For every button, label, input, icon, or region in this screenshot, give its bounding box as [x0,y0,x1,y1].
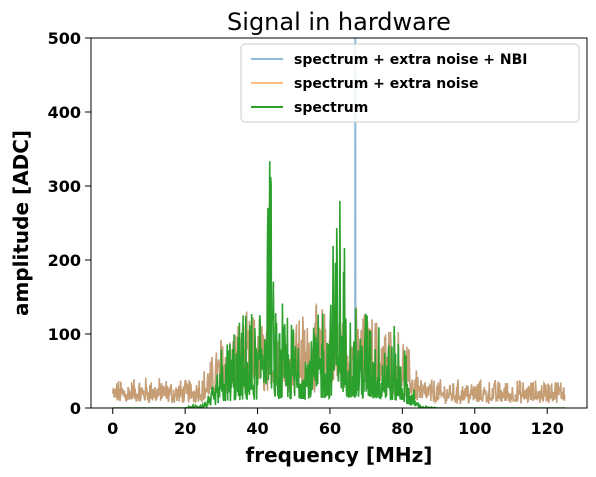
y-axis-title: amplitude [ADC] [9,130,33,316]
y-tick-label: 200 [48,251,81,270]
y-tick-label: 400 [48,103,81,122]
axes-frame [90,37,588,409]
x-tick-label: 120 [530,419,563,438]
axes: 0 20 40 60 80 100 120 0 100 200 300 400 500 [48,29,588,438]
legend: spectrum + extra noise + NBI spectrum + e… [240,43,580,123]
y-tick-label: 0 [70,399,81,418]
x-tick-label: 100 [458,419,491,438]
y-tick-label: 300 [48,177,81,196]
legend-label: spectrum + extra noise [294,76,478,92]
x-tick-label: 60 [319,419,341,438]
legend-label: spectrum [294,100,368,116]
y-tick-label: 500 [48,29,81,48]
x-tick-label: 40 [246,419,268,438]
x-tick-label: 20 [174,419,196,438]
chart-title: Signal in hardware [227,8,451,36]
x-tick-label: 80 [391,419,413,438]
legend-label: spectrum + extra noise + NBI [294,52,528,68]
x-axis-title: frequency [MHz] [246,443,433,467]
x-tick-label: 0 [107,419,118,438]
legend-box [240,43,580,123]
y-tick-label: 100 [48,325,81,344]
series-line-spectrum [112,161,566,408]
